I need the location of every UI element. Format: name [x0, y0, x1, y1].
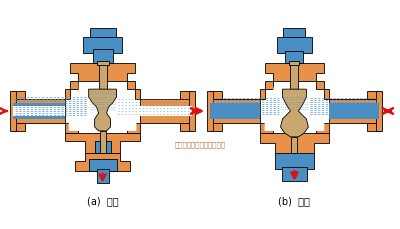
Bar: [93, 50, 112, 64]
Polygon shape: [128, 82, 192, 133]
Text: (a)  分流: (a) 分流: [87, 196, 118, 206]
Polygon shape: [75, 153, 130, 171]
Polygon shape: [89, 90, 116, 131]
Text: 多仪阀门（上海）有限公司: 多仪阀门（上海）有限公司: [174, 141, 226, 147]
Bar: [13, 106, 65, 117]
Polygon shape: [210, 123, 222, 131]
Polygon shape: [280, 90, 308, 137]
Bar: [329, 104, 379, 120]
Bar: [97, 62, 108, 66]
Polygon shape: [65, 133, 140, 153]
Bar: [100, 131, 106, 153]
Bar: [99, 64, 106, 90]
Polygon shape: [367, 92, 379, 100]
Bar: [290, 64, 298, 90]
Bar: [290, 62, 299, 66]
Bar: [292, 137, 298, 153]
Bar: [274, 153, 314, 169]
Bar: [210, 104, 260, 120]
Text: (b)  合流: (b) 合流: [278, 196, 310, 206]
Bar: [207, 92, 213, 131]
Bar: [286, 52, 303, 64]
Polygon shape: [265, 64, 324, 82]
Polygon shape: [70, 64, 135, 82]
Bar: [83, 38, 122, 54]
Bar: [189, 92, 195, 131]
Polygon shape: [69, 84, 136, 131]
Polygon shape: [180, 92, 192, 100]
Bar: [89, 159, 116, 171]
Polygon shape: [210, 92, 222, 100]
Bar: [97, 169, 108, 183]
Polygon shape: [210, 82, 272, 133]
Bar: [90, 28, 116, 40]
Polygon shape: [13, 92, 25, 100]
Polygon shape: [13, 123, 25, 131]
Bar: [140, 106, 192, 117]
Bar: [95, 141, 110, 153]
Polygon shape: [265, 84, 324, 131]
Bar: [282, 167, 307, 181]
Bar: [276, 38, 312, 54]
Bar: [284, 28, 305, 40]
Polygon shape: [13, 82, 78, 133]
Bar: [13, 104, 65, 120]
Polygon shape: [367, 123, 379, 131]
Bar: [376, 92, 382, 131]
Polygon shape: [316, 82, 379, 133]
Bar: [10, 92, 16, 131]
Polygon shape: [180, 123, 192, 131]
Polygon shape: [260, 133, 329, 155]
